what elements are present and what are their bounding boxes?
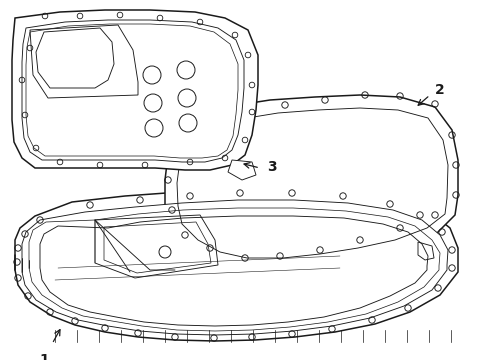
Polygon shape [22,200,447,335]
Polygon shape [15,190,457,341]
Polygon shape [12,10,258,170]
Polygon shape [164,95,457,268]
Text: 1: 1 [39,353,49,360]
Text: 2: 2 [434,83,444,97]
Polygon shape [227,160,256,180]
Text: 3: 3 [266,160,276,174]
